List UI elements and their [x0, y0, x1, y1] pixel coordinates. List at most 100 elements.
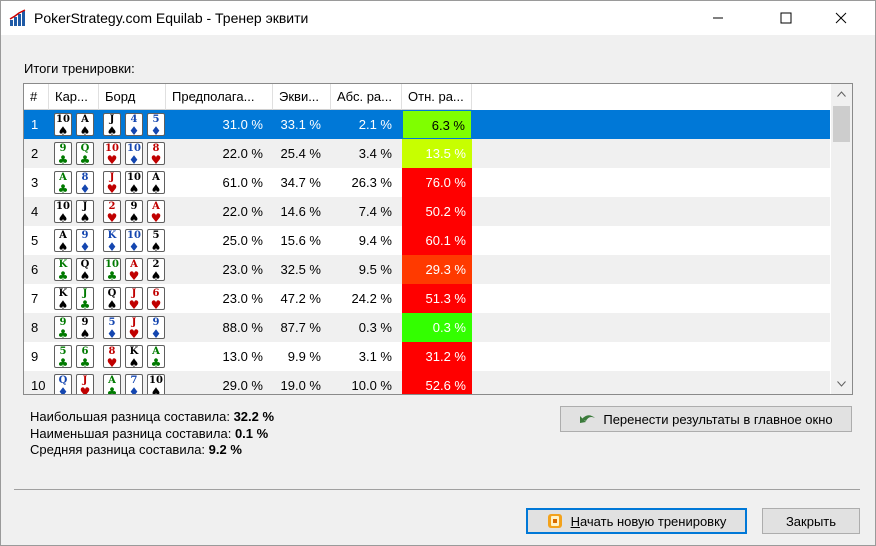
- guess-value: 23.0 %: [222, 262, 263, 277]
- playing-card: 10 ♠: [147, 374, 165, 394]
- close-button[interactable]: Закрыть: [762, 508, 860, 534]
- heart-suit-icon: ♥: [106, 356, 118, 370]
- playing-card: K ♠: [54, 287, 72, 311]
- playing-card: J ♥: [103, 171, 121, 196]
- table-row[interactable]: 4 10 ♠ J ♠ 2 ♥ 9 ♠ A ♥ 22.0 % 14.6 % 7.4 % 50.2 %: [24, 197, 830, 226]
- max-diff-value: 32.2 %: [233, 409, 275, 424]
- card-rank: 6: [152, 288, 160, 299]
- equity-value: 87.7 %: [280, 320, 321, 335]
- diamond-suit-icon: ♦: [128, 240, 140, 254]
- new-training-label: Начать новую тренировку: [570, 513, 727, 529]
- equity-value: 14.6 %: [280, 204, 321, 219]
- card-rank: J: [131, 317, 137, 328]
- playing-card: 10 ♦: [125, 229, 143, 254]
- playing-card: Q ♦: [54, 374, 72, 395]
- spade-suit-icon: ♠: [150, 240, 162, 254]
- card-rank: A: [59, 230, 67, 241]
- card-rank: 2: [108, 201, 116, 212]
- playing-card: 10 ♣: [103, 258, 121, 282]
- vertical-scrollbar[interactable]: [831, 84, 852, 394]
- table-header: # Кар... Борд Предполага... Экви... Абс.…: [24, 84, 830, 110]
- heart-suit-icon: ♥: [106, 182, 118, 196]
- table-row[interactable]: 6 K ♣ Q ♠ 10 ♣ A ♥ 2 ♠ 23.0 % 32.5 % 9.5 % 29.3 %: [24, 255, 830, 284]
- table-row[interactable]: 7 K ♠ J ♣ Q ♠ J ♥ 6 ♥ 23.0 % 47.2 % 24.2 % 51.3 %: [24, 284, 830, 313]
- col-guess[interactable]: Предполага...: [166, 84, 273, 110]
- card-rank: J: [109, 172, 115, 183]
- row-number: 2: [31, 146, 39, 161]
- max-diff-line: Наибольшая разница составила: 32.2 %: [30, 409, 274, 426]
- playing-card: 9 ♦: [147, 316, 165, 340]
- col-board[interactable]: Борд: [99, 84, 166, 110]
- playing-card: A ♠: [76, 113, 94, 137]
- rel-diff-value: 13.5 %: [402, 139, 472, 168]
- rel-diff-value: 76.0 %: [402, 168, 472, 197]
- guess-value: 13.0 %: [222, 349, 263, 364]
- playing-card: J ♥: [125, 287, 143, 311]
- row-number: 4: [31, 204, 39, 219]
- row-number: 6: [31, 262, 39, 277]
- card-rank: 5: [108, 317, 116, 328]
- playing-card: 6 ♣: [76, 345, 94, 369]
- col-equity[interactable]: Экви...: [273, 84, 331, 110]
- scroll-up-button[interactable]: [831, 84, 852, 104]
- spade-suit-icon: ♠: [106, 124, 118, 138]
- col-rel-diff[interactable]: Отн. ра...: [402, 84, 472, 110]
- club-suit-icon: ♣: [57, 356, 69, 370]
- rel-diff-value: 50.2 %: [402, 197, 472, 226]
- results-table[interactable]: # Кар... Борд Предполага... Экви... Абс.…: [23, 83, 853, 395]
- playing-card: 5 ♠: [147, 229, 165, 254]
- spade-suit-icon: ♠: [128, 182, 140, 196]
- table-row[interactable]: 5 A ♠ 9 ♦ K ♦ 10 ♦ 5 ♠ 25.0 % 15.6 % 9.4 % 60.1 %: [24, 226, 830, 255]
- table-row[interactable]: 2 9 ♣ Q ♣ 10 ♥ 10 ♦ 8 ♥ 22.0 % 25.4 % 3.4 % 13.5 %: [24, 139, 830, 168]
- card-rank: 9: [81, 317, 89, 328]
- table-row[interactable]: 8 9 ♣ 9 ♠ 5 ♦ J ♥ 9 ♦ 88.0 % 87.7 % 0.3 % 0.3 %: [24, 313, 830, 342]
- abs-diff-value: 10.0 %: [351, 378, 392, 393]
- transfer-results-button[interactable]: Перенести результаты в главное окно: [560, 406, 852, 432]
- avg-diff-value: 9.2 %: [208, 442, 242, 457]
- summary-stats: Наибольшая разница составила: 32.2 % Наи…: [30, 409, 274, 459]
- new-training-button[interactable]: Начать новую тренировку: [526, 508, 747, 534]
- table-row[interactable]: 9 5 ♣ 6 ♣ 8 ♥ K ♠ A ♣ 13.0 % 9.9 % 3.1 % 31.2 %: [24, 342, 830, 371]
- diamond-suit-icon: ♦: [57, 385, 69, 395]
- spade-suit-icon: ♠: [128, 356, 140, 370]
- card-rank: 10: [56, 114, 70, 125]
- card-rank: 5: [152, 230, 160, 241]
- abs-diff-value: 9.4 %: [358, 233, 392, 248]
- diamond-suit-icon: ♦: [128, 385, 140, 395]
- heart-suit-icon: ♥: [150, 211, 162, 225]
- card-rank: A: [108, 375, 116, 386]
- minimize-button[interactable]: [695, 1, 741, 35]
- scroll-down-button[interactable]: [831, 374, 852, 394]
- equity-value: 25.4 %: [280, 146, 321, 161]
- diamond-suit-icon: ♦: [106, 327, 118, 341]
- card-rank: 2: [152, 259, 160, 270]
- equity-value: 9.9 %: [287, 349, 321, 364]
- table-row[interactable]: 10 Q ♦ J ♥ A ♣ 7 ♦ 10 ♠ 29.0 % 19.0 % 10.0 % 52.6 %: [24, 371, 830, 395]
- playing-card: K ♠: [125, 345, 143, 370]
- card-rank: 8: [81, 172, 89, 183]
- heart-suit-icon: ♥: [106, 211, 118, 225]
- results-label: Итоги тренировки:: [24, 61, 135, 76]
- row-number: 10: [31, 378, 46, 393]
- spade-suit-icon: ♠: [79, 327, 91, 341]
- title-bar[interactable]: PokerStrategy.com Equilab - Тренер эквит…: [1, 1, 875, 35]
- club-suit-icon: ♣: [57, 153, 69, 167]
- col-cards[interactable]: Кар...: [49, 84, 99, 110]
- guess-value: 31.0 %: [222, 117, 263, 132]
- card-rank: Q: [58, 375, 68, 386]
- table-row[interactable]: 1 10 ♠ A ♠ J ♠ 4 ♦ 5 ♦ 31.0 % 33.1 % 2.1 % 6.3 %: [24, 110, 830, 139]
- scroll-thumb[interactable]: [833, 106, 850, 142]
- col-number[interactable]: #: [24, 84, 49, 110]
- playing-card: Q ♠: [76, 258, 94, 282]
- min-diff-label: Наименьшая разница составила:: [30, 425, 232, 441]
- playing-card: 8 ♥: [103, 345, 121, 370]
- playing-card: J ♠: [103, 113, 121, 138]
- playing-card: A ♠: [54, 229, 72, 253]
- guess-value: 29.0 %: [222, 378, 263, 393]
- col-abs-diff[interactable]: Абс. ра...: [331, 84, 402, 110]
- close-window-button[interactable]: [818, 1, 864, 35]
- maximize-button[interactable]: [763, 1, 809, 35]
- spade-suit-icon: ♠: [128, 211, 140, 225]
- table-row[interactable]: 3 A ♣ 8 ♦ J ♥ 10 ♠ A ♠ 61.0 % 34.7 % 26.3 % 76.0 %: [24, 168, 830, 197]
- playing-card: 2 ♠: [147, 258, 165, 282]
